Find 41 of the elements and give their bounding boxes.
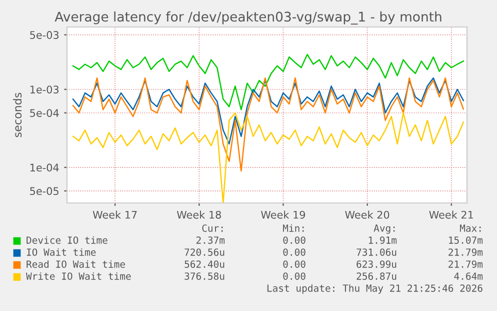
text: 0.00 [283,248,306,256]
text: 21.79m [448,248,483,256]
legend-label: IO Wait time [26,248,96,256]
y-tick-label: 5e-03 [30,31,59,39]
text: 15.07m [449,236,483,244]
chart-title: Average latency for /dev/peakten03-vg/swap_1 - by month [54,11,442,25]
text: 1.91m [368,236,397,244]
text: 0.00 [283,272,306,280]
text: Max: [460,224,481,232]
text: 562.40u [184,260,224,268]
y-axis-title: seconds [13,92,22,138]
y-tick-label: 1e-04 [30,164,59,172]
x-tick-label: Week 18 [176,210,221,219]
text: 0.00 [283,236,306,244]
legend-label: Device IO time [26,236,108,244]
y-tick-label: 1e-03 [30,86,59,94]
x-tick-label: Week 21 [429,210,473,219]
text: 256.87u [356,272,396,280]
text: 0.00 [283,260,306,268]
x-tick-label: Week 17 [92,210,137,219]
text: 21.79m [448,260,483,268]
text: Cur: [202,224,223,232]
line-series [72,77,464,172]
line-series [72,112,464,203]
y-tick-label: 5e-04 [30,109,59,117]
x-tick-label: Week 19 [261,210,306,219]
y-tick-label: 5e-05 [30,187,58,196]
line-series [72,54,464,110]
text: Min: [282,224,304,232]
x-tick-label: Week 20 [345,210,390,219]
text: 2.37m [196,236,225,244]
line-series [72,77,464,145]
text: Last update: Thu May 21 21:25:46 2026 [267,284,482,294]
legend-label: Write IO Wait time [26,272,131,280]
text: 731.06u [356,248,396,256]
text: Avg: [374,224,395,234]
legend-label: Read IO Wait time [26,260,125,268]
text: 720.56u [184,248,224,256]
text: 623.99u [356,260,396,268]
text: 4.64m [454,272,483,280]
text: 376.58u [184,272,224,280]
